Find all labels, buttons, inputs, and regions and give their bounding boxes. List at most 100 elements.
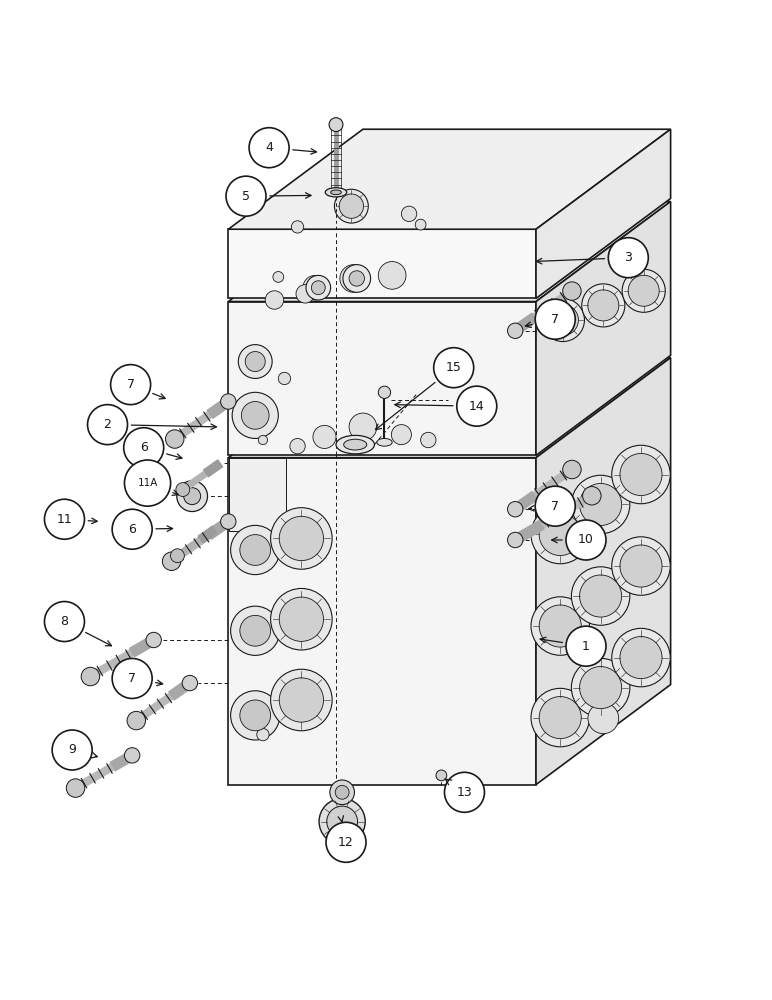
Ellipse shape (330, 190, 341, 195)
Circle shape (507, 532, 523, 548)
Circle shape (221, 394, 236, 409)
Text: 5: 5 (242, 190, 250, 203)
Circle shape (566, 520, 606, 560)
Text: 11: 11 (56, 513, 73, 526)
Text: 1: 1 (582, 640, 590, 653)
Circle shape (124, 428, 164, 468)
Text: 4: 4 (265, 141, 273, 154)
Circle shape (628, 275, 659, 306)
Circle shape (45, 499, 84, 539)
Circle shape (259, 435, 268, 445)
Circle shape (340, 265, 367, 292)
Circle shape (580, 575, 621, 617)
Circle shape (566, 626, 606, 666)
Circle shape (611, 537, 670, 595)
Text: 3: 3 (625, 251, 632, 264)
Ellipse shape (377, 438, 392, 446)
Circle shape (279, 372, 290, 385)
Circle shape (271, 669, 332, 731)
Circle shape (232, 392, 279, 438)
Circle shape (257, 728, 269, 741)
Circle shape (271, 508, 332, 569)
Circle shape (311, 281, 325, 295)
Circle shape (87, 405, 127, 445)
Polygon shape (229, 129, 671, 229)
Circle shape (184, 488, 201, 505)
Circle shape (611, 445, 670, 504)
Circle shape (326, 822, 366, 862)
Text: 11A: 11A (137, 478, 157, 488)
Circle shape (415, 219, 426, 230)
Circle shape (571, 658, 630, 717)
Circle shape (45, 602, 84, 642)
Circle shape (290, 438, 305, 454)
Circle shape (582, 284, 625, 327)
Text: 13: 13 (456, 786, 472, 799)
Circle shape (378, 386, 391, 398)
Text: 12: 12 (338, 836, 354, 849)
Circle shape (296, 285, 314, 303)
Circle shape (330, 780, 354, 805)
Circle shape (539, 605, 581, 647)
Circle shape (378, 262, 406, 289)
Circle shape (339, 194, 364, 218)
Polygon shape (229, 458, 536, 785)
Circle shape (221, 514, 236, 529)
Circle shape (240, 700, 271, 731)
Circle shape (611, 628, 670, 687)
Circle shape (535, 486, 575, 526)
Polygon shape (536, 129, 671, 298)
Text: 15: 15 (445, 361, 462, 374)
Circle shape (171, 549, 185, 563)
Circle shape (239, 345, 273, 378)
Circle shape (563, 460, 581, 479)
Circle shape (249, 128, 289, 168)
Circle shape (231, 525, 279, 575)
Circle shape (583, 487, 601, 505)
Circle shape (539, 697, 581, 739)
Circle shape (541, 298, 584, 342)
Text: 6: 6 (128, 523, 136, 536)
Circle shape (271, 588, 332, 650)
Circle shape (112, 658, 152, 698)
Circle shape (231, 691, 279, 740)
Circle shape (539, 513, 581, 556)
Circle shape (303, 275, 327, 300)
Circle shape (240, 615, 271, 646)
Circle shape (319, 798, 365, 845)
Text: 7: 7 (551, 500, 559, 513)
Text: 14: 14 (469, 400, 485, 413)
Circle shape (587, 290, 619, 321)
Circle shape (66, 779, 85, 797)
Circle shape (313, 425, 336, 448)
Circle shape (279, 597, 323, 641)
Circle shape (279, 678, 323, 722)
Circle shape (434, 348, 474, 388)
Text: 7: 7 (128, 672, 136, 685)
Circle shape (391, 425, 411, 445)
Circle shape (620, 637, 662, 679)
Polygon shape (229, 229, 536, 298)
Circle shape (580, 667, 621, 709)
Circle shape (306, 275, 330, 300)
Text: 7: 7 (551, 313, 559, 326)
Ellipse shape (325, 188, 347, 197)
Circle shape (124, 748, 140, 763)
Circle shape (327, 806, 357, 837)
Circle shape (52, 730, 92, 770)
Circle shape (436, 770, 447, 781)
Circle shape (110, 365, 151, 405)
Polygon shape (229, 302, 536, 455)
Circle shape (335, 785, 349, 799)
Circle shape (620, 545, 662, 587)
Circle shape (127, 711, 145, 730)
Circle shape (81, 667, 100, 686)
Text: 10: 10 (578, 533, 594, 546)
Polygon shape (536, 358, 671, 785)
Circle shape (279, 516, 323, 561)
Circle shape (291, 221, 303, 233)
Polygon shape (229, 358, 671, 458)
Circle shape (242, 402, 269, 429)
Circle shape (334, 189, 368, 223)
Circle shape (620, 453, 662, 496)
